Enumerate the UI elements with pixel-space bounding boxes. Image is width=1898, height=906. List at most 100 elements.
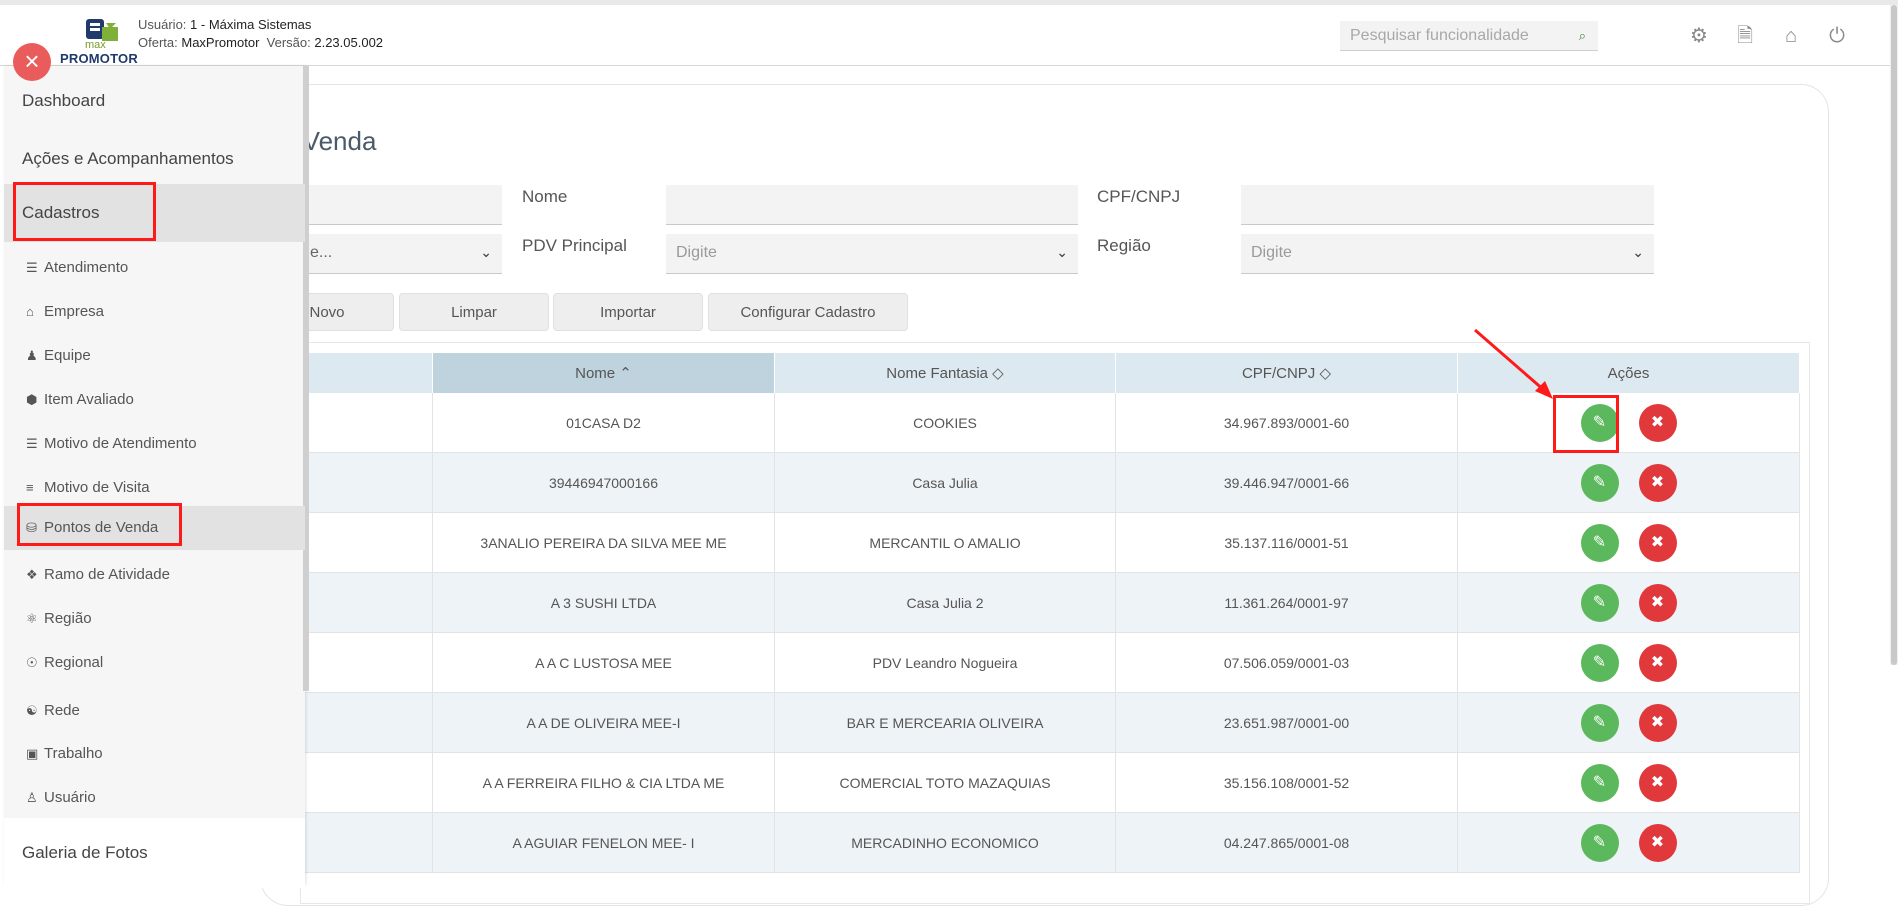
close-icon: ✖ <box>1650 533 1665 551</box>
sidebar-close-button[interactable]: × <box>13 43 51 81</box>
logo-max-text: max <box>85 39 106 51</box>
pdv-principal-select[interactable]: Digite ⌄ <box>666 234 1078 274</box>
document-icon[interactable]: 🗎 <box>1736 25 1754 47</box>
sidebar-item-motivo-visita[interactable]: ≡ Motivo de Visita <box>4 468 305 508</box>
sidebar-item-galeria[interactable]: Galeria de Fotos <box>4 818 305 888</box>
col-cpf-header[interactable]: CPF/CNPJ ◇ <box>1115 353 1458 393</box>
sidebar-item-label: Regional <box>44 654 104 671</box>
offer-label: Oferta: <box>138 35 178 50</box>
cell-nome: A A C LUSTOSA MEE <box>432 632 775 693</box>
cell-cpf: 23.651.987/0001-00 <box>1115 692 1458 753</box>
sidebar-item-label: Região <box>44 610 92 627</box>
edit-button[interactable]: ✎ <box>1580 643 1619 682</box>
edit-icon: ✎ <box>1592 713 1607 731</box>
sidebar-item-empresa[interactable]: ⌂ Empresa <box>4 292 305 332</box>
edit-button[interactable]: ✎ <box>1580 463 1619 502</box>
delete-button[interactable]: ✖ <box>1638 523 1677 562</box>
sidebar-item-equipe[interactable]: ♟ Equipe <box>4 336 305 376</box>
close-icon: ✖ <box>1650 713 1665 731</box>
sidebar-item-dashboard[interactable]: Dashboard <box>22 91 106 110</box>
search-icon[interactable]: ⌕ <box>1578 28 1586 43</box>
cell-codigo <box>300 632 433 693</box>
limpar-button[interactable]: Limpar <box>399 293 549 331</box>
regiao-select[interactable]: Digite ⌄ <box>1241 234 1654 274</box>
col-codigo-header[interactable] <box>300 353 433 393</box>
cell-codigo <box>300 752 433 813</box>
table-row[interactable]: 39446947000166 Casa Julia 39.446.947/000… <box>300 452 1800 513</box>
edit-button[interactable]: ✎ <box>1580 763 1619 802</box>
gears-icon[interactable]: ⚙ <box>1690 25 1708 47</box>
table-row[interactable]: A A C LUSTOSA MEE PDV Leandro Nogueira 0… <box>300 632 1800 693</box>
delete-button[interactable]: ✖ <box>1638 403 1677 442</box>
delete-button[interactable]: ✖ <box>1638 463 1677 502</box>
codigo-field[interactable] <box>300 185 502 225</box>
cell-fantasia: COOKIES <box>774 393 1116 453</box>
edit-icon: ✎ <box>1592 773 1607 791</box>
delete-button[interactable]: ✖ <box>1638 823 1677 862</box>
edit-button[interactable]: ✎ <box>1580 823 1619 862</box>
sidebar-item-label: Usuário <box>44 789 96 806</box>
table-row[interactable]: A 3 SUSHI LTDA Casa Julia 2 11.361.264/0… <box>300 572 1800 633</box>
sidebar-scrollbar[interactable] <box>303 66 309 691</box>
close-icon: ✖ <box>1650 653 1665 671</box>
page-scrollbar-thumb[interactable] <box>1891 5 1897 665</box>
edit-button[interactable]: ✎ <box>1580 583 1619 622</box>
sidebar-item-regional[interactable]: ☉ Regional <box>4 643 305 683</box>
sidebar-item-pontos-venda[interactable]: ⛁ Pontos de Venda <box>4 506 305 550</box>
delete-button[interactable]: ✖ <box>1638 763 1677 802</box>
user-value: 1 - Máxima Sistemas <box>190 17 312 32</box>
col-fantasia-header[interactable]: Nome Fantasia ◇ <box>774 353 1116 393</box>
delete-button[interactable]: ✖ <box>1638 583 1677 622</box>
edit-button[interactable]: ✎ <box>1580 403 1619 442</box>
table-row[interactable]: 01CASA D2 COOKIES 34.967.893/0001-60 ✎ ✖ <box>300 393 1800 453</box>
col-nome-header[interactable]: Nome ⌃ <box>432 353 775 393</box>
page-scrollbar[interactable] <box>1890 5 1898 665</box>
sidebar-item-trabalho[interactable]: ▣ Trabalho <box>4 734 305 774</box>
table-row[interactable]: A AGUIAR FENELON MEE- I MERCADINHO ECONO… <box>300 812 1800 873</box>
edit-button[interactable]: ✎ <box>1580 523 1619 562</box>
cell-nome: A AGUIAR FENELON MEE- I <box>432 812 775 873</box>
top-bar: max PROMOTOR Usuário: 1 - Máxima Sistema… <box>0 5 1894 66</box>
nome-field[interactable] <box>666 185 1078 225</box>
sidebar-item-regiao[interactable]: ⚛ Região <box>4 599 305 639</box>
regiao-placeholder: Digite <box>1251 244 1292 261</box>
edit-button[interactable]: ✎ <box>1580 703 1619 742</box>
power-icon[interactable]: ⏻ <box>1829 25 1845 47</box>
sidebar-item-motivo-atendimento[interactable]: ☰ Motivo de Atendimento <box>4 424 305 464</box>
sidebar-item-item-avaliado[interactable]: ⬢ Item Avaliado <box>4 380 305 420</box>
importar-button[interactable]: Importar <box>553 293 703 331</box>
close-icon: ✖ <box>1650 593 1665 611</box>
app-logo[interactable]: max PROMOTOR <box>58 13 138 66</box>
home-icon[interactable]: ⌂ <box>1784 25 1798 47</box>
highlight-pontos-venda-box <box>17 503 182 546</box>
sidebar-item-label: Motivo de Atendimento <box>44 435 197 452</box>
cell-cpf: 07.506.059/0001-03 <box>1115 632 1458 693</box>
sidebar-item-ramo-atividade[interactable]: ❖ Ramo de Atividade <box>4 555 305 595</box>
sidebar-item-acoes[interactable]: Ações e Acompanhamentos <box>22 149 234 168</box>
sidebar-item-rede[interactable]: ☯ Rede <box>4 689 305 733</box>
chevron-down-icon: ⌄ <box>1632 244 1644 260</box>
table-row[interactable]: A A FERREIRA FILHO & CIA LTDA ME COMERCI… <box>300 752 1800 813</box>
configurar-cadastro-button[interactable]: Configurar Cadastro <box>708 293 908 331</box>
left-select[interactable]: e... ⌄ <box>300 234 502 274</box>
database-icon: ⛁ <box>26 520 37 535</box>
table-row[interactable]: 3ANALIO PEREIRA DA SILVA MEE ME MERCANTI… <box>300 512 1800 573</box>
left-select-value: e... <box>310 244 333 261</box>
delete-button[interactable]: ✖ <box>1638 643 1677 682</box>
compass-icon: ☉ <box>26 655 38 670</box>
cell-codigo <box>300 572 433 633</box>
table-row[interactable]: A A DE OLIVEIRA MEE-I BAR E MERCEARIA OL… <box>300 692 1800 753</box>
expand-icon: ❖ <box>26 567 38 582</box>
col-acoes-header: Ações <box>1457 353 1800 393</box>
cell-acoes: ✎ ✖ <box>1457 572 1800 633</box>
cpf-field[interactable] <box>1241 185 1654 225</box>
pdv-table: Nome ⌃ Nome Fantasia ◇ CPF/CNPJ ◇ Ações … <box>300 353 1800 873</box>
search-box: ⌕ <box>1340 21 1598 51</box>
cell-fantasia: COMERCIAL TOTO MAZAQUIAS <box>774 752 1116 813</box>
sidebar-item-usuario[interactable]: ♙ Usuário <box>4 778 305 818</box>
sidebar-item-atendimento[interactable]: ☰ Atendimento <box>4 248 305 288</box>
globe-icon: ⚛ <box>26 611 38 626</box>
home-icon: ⌂ <box>26 304 34 319</box>
search-input[interactable] <box>1340 21 1572 51</box>
delete-button[interactable]: ✖ <box>1638 703 1677 742</box>
